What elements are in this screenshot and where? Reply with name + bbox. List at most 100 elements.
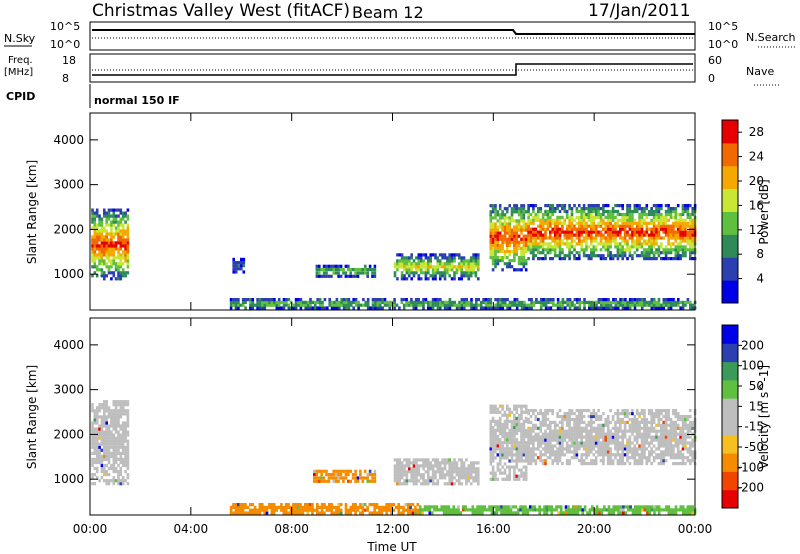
scatter-cell xyxy=(628,426,632,430)
scatter-cell xyxy=(105,238,108,242)
scatter-cell xyxy=(653,505,656,509)
scatter-cell xyxy=(289,505,293,509)
scatter-cell xyxy=(553,230,557,234)
scatter-cell xyxy=(501,453,504,457)
scatter-cell xyxy=(541,459,545,463)
scatter-cell xyxy=(520,422,523,427)
scatter-cell xyxy=(513,259,516,263)
velocity-scatter-cells xyxy=(91,400,697,515)
scatter-cell xyxy=(524,505,527,509)
scatter-cell xyxy=(275,508,278,512)
scatter-cell xyxy=(606,215,610,219)
scatter-cell xyxy=(308,505,312,509)
scatter-cell xyxy=(551,230,554,234)
scatter-cell xyxy=(522,447,526,451)
scatter-cell xyxy=(551,462,554,466)
scatter-cell xyxy=(648,511,651,515)
scatter-cell xyxy=(251,508,254,512)
scatter-cell xyxy=(561,450,564,454)
scatter-cell xyxy=(469,265,473,269)
scatter-cell xyxy=(616,300,620,304)
scatter-cell xyxy=(631,212,634,217)
scatter-cell xyxy=(621,462,624,466)
scatter-cell xyxy=(515,456,519,460)
scatter-cell xyxy=(556,254,559,258)
scatter-cell xyxy=(561,215,564,219)
scatter-cell xyxy=(650,414,653,419)
scatter-cell xyxy=(556,450,559,454)
scatter-cell xyxy=(570,417,574,422)
scatter-cell xyxy=(532,236,535,240)
scatter-cell xyxy=(550,511,553,515)
scatter-cell xyxy=(611,441,615,445)
scatter-cell xyxy=(528,505,532,509)
scatter-cell xyxy=(561,306,565,310)
scatter-cell xyxy=(542,298,545,302)
scatter-cell xyxy=(371,306,375,310)
scatter-cell xyxy=(524,228,528,232)
scatter-cell xyxy=(450,479,454,483)
scatter-cell xyxy=(93,442,97,446)
scatter-cell xyxy=(655,453,658,457)
scatter-cell xyxy=(590,207,593,211)
scatter-cell xyxy=(515,453,519,457)
scatter-cell xyxy=(592,441,596,445)
scatter-cell xyxy=(315,264,319,268)
scatter-cell xyxy=(501,413,504,417)
scatter-cell xyxy=(422,482,425,486)
scatter-cell xyxy=(371,511,374,515)
scatter-cell xyxy=(664,429,668,433)
scatter-cell xyxy=(91,226,94,230)
scatter-cell xyxy=(294,511,298,515)
scatter-cell xyxy=(361,479,365,483)
scatter-cell xyxy=(643,209,646,214)
scatter-cell xyxy=(640,438,644,442)
scatter-cell xyxy=(594,248,598,252)
scatter-cell xyxy=(268,300,271,304)
scatter-cell xyxy=(609,447,612,451)
scatter-cell xyxy=(232,264,235,268)
scatter-cell xyxy=(633,239,637,243)
scatter-cell xyxy=(679,215,682,219)
scatter-cell xyxy=(508,471,511,475)
scatter-cell xyxy=(660,444,663,448)
scatter-cell xyxy=(575,221,579,225)
scatter-cell xyxy=(416,503,420,507)
scatter-cell xyxy=(402,508,405,512)
scatter-cell xyxy=(684,209,687,214)
scatter-cell xyxy=(100,259,104,263)
scatter-cell xyxy=(691,459,694,463)
scatter-cell xyxy=(114,400,118,404)
scatter-cell xyxy=(105,217,108,221)
scatter-cell xyxy=(117,412,120,416)
scatter-cell xyxy=(611,212,615,217)
scatter-cell xyxy=(361,508,365,512)
scatter-cell xyxy=(405,470,409,474)
scatter-cell xyxy=(410,467,413,471)
scatter-cell xyxy=(626,429,629,433)
scatter-cell xyxy=(667,224,670,228)
scatter-cell xyxy=(592,204,596,208)
scatter-cell xyxy=(689,441,692,445)
scatter-cell xyxy=(338,303,341,307)
scatter-cell xyxy=(539,298,543,302)
scatter-cell xyxy=(451,300,454,304)
scatter-cell xyxy=(463,298,466,302)
scatter-cell xyxy=(635,204,639,208)
scatter-cell xyxy=(619,212,622,217)
scatter-cell xyxy=(508,216,511,220)
scatter-cell xyxy=(510,265,514,269)
scatter-cell xyxy=(513,477,516,481)
scatter-cell xyxy=(121,238,125,242)
scatter-cell xyxy=(121,457,125,461)
scatter-cell xyxy=(240,261,243,265)
scatter-cell xyxy=(645,417,649,422)
scatter-cell xyxy=(403,262,406,266)
scatter-cell xyxy=(431,470,435,474)
scatter-cell xyxy=(325,508,329,512)
scatter-cell xyxy=(561,227,564,231)
scatter-cell xyxy=(553,435,557,439)
scatter-cell xyxy=(107,214,111,218)
scatter-cell xyxy=(602,462,605,466)
scatter-cell xyxy=(532,230,535,234)
